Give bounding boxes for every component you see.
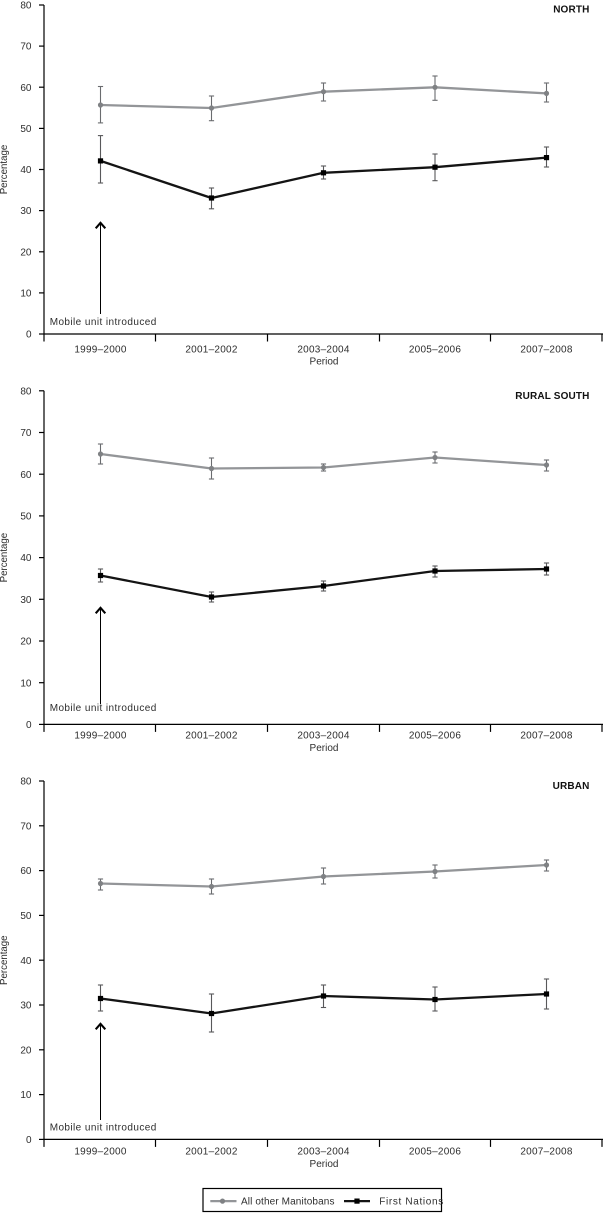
svg-text:0: 0	[26, 330, 32, 341]
svg-text:40: 40	[20, 553, 32, 564]
svg-text:10: 10	[20, 678, 32, 689]
svg-text:1999–2000: 1999–2000	[74, 731, 126, 742]
svg-text:60: 60	[20, 866, 32, 877]
svg-text:30: 30	[20, 595, 32, 606]
svg-text:2003–2004: 2003–2004	[297, 345, 349, 356]
svg-text:60: 60	[20, 470, 32, 481]
svg-text:1999–2000: 1999–2000	[74, 1147, 126, 1158]
svg-text:70: 70	[20, 821, 32, 832]
svg-text:2007–2008: 2007–2008	[520, 345, 572, 356]
svg-text:60: 60	[20, 83, 32, 94]
svg-text:2001–2002: 2001–2002	[185, 731, 237, 742]
svg-text:2005–2006: 2005–2006	[409, 345, 461, 356]
svg-text:10: 10	[20, 289, 32, 300]
svg-text:40: 40	[20, 956, 32, 967]
svg-text:Mobile unit introduced: Mobile unit introduced	[50, 317, 157, 328]
svg-text:Percentage: Percentage	[0, 935, 10, 985]
svg-text:20: 20	[20, 637, 32, 648]
svg-text:2001–2002: 2001–2002	[185, 1147, 237, 1158]
svg-text:2007–2008: 2007–2008	[520, 1147, 572, 1158]
svg-text:RURAL SOUTH: RURAL SOUTH	[515, 391, 589, 402]
svg-text:50: 50	[20, 512, 32, 523]
svg-text:1999–2000: 1999–2000	[74, 345, 126, 356]
svg-text:0: 0	[26, 1135, 32, 1146]
svg-text:20: 20	[20, 247, 32, 258]
svg-text:2003–2004: 2003–2004	[297, 1147, 349, 1158]
svg-text:All other Manitobans: All other Manitobans	[241, 1196, 335, 1207]
svg-text:10: 10	[20, 1090, 32, 1101]
svg-text:70: 70	[20, 42, 32, 53]
svg-text:70: 70	[20, 428, 32, 439]
svg-text:2005–2006: 2005–2006	[409, 731, 461, 742]
svg-text:20: 20	[20, 1045, 32, 1056]
svg-text:30: 30	[20, 1001, 32, 1012]
svg-text:40: 40	[20, 165, 32, 176]
svg-text:50: 50	[20, 911, 32, 922]
svg-text:0: 0	[26, 720, 32, 731]
svg-text:Mobile unit introduced: Mobile unit introduced	[50, 703, 157, 714]
svg-text:First Nations: First Nations	[379, 1196, 444, 1207]
svg-text:Mobile unit introduced: Mobile unit introduced	[50, 1123, 157, 1134]
svg-text:80: 80	[20, 1, 32, 12]
svg-text:2005–2006: 2005–2006	[409, 1147, 461, 1158]
svg-text:Period: Period	[310, 356, 339, 367]
svg-text:80: 80	[20, 386, 32, 397]
svg-text:80: 80	[20, 777, 32, 788]
svg-text:URBAN: URBAN	[553, 781, 590, 792]
svg-text:Period: Period	[310, 743, 339, 754]
svg-text:2007–2008: 2007–2008	[520, 731, 572, 742]
svg-text:2001–2002: 2001–2002	[185, 345, 237, 356]
svg-text:30: 30	[20, 206, 32, 217]
svg-text:2003–2004: 2003–2004	[297, 731, 349, 742]
svg-text:Percentage: Percentage	[0, 145, 10, 195]
svg-text:Percentage: Percentage	[0, 533, 10, 583]
svg-text:Period: Period	[310, 1159, 339, 1170]
svg-text:NORTH: NORTH	[553, 5, 589, 16]
svg-text:50: 50	[20, 124, 32, 135]
